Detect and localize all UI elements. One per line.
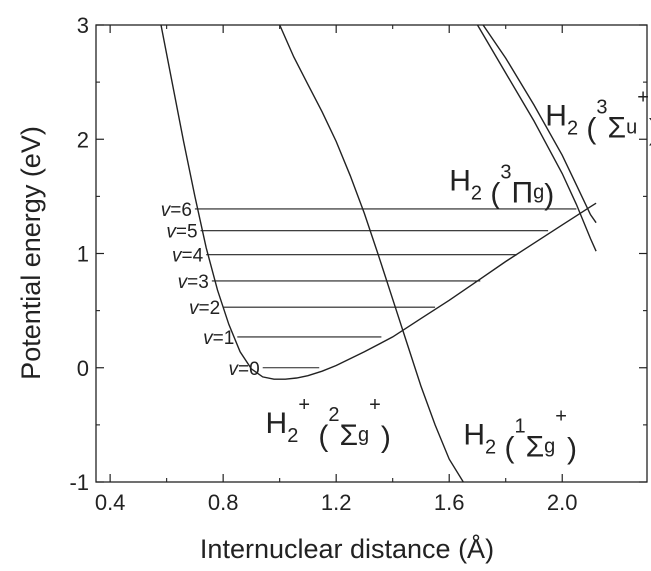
vibrational-level-label: v=3: [178, 272, 209, 293]
vibrational-level-label: v=4: [172, 246, 204, 267]
y-tick-label: 0: [77, 356, 89, 381]
x-axis-title: Internuclear distance (Å): [200, 533, 494, 564]
y-tick-label: -1: [69, 470, 89, 495]
plot-content: [160, 25, 597, 482]
x-tick-label: 1.6: [434, 490, 465, 515]
y-tick-label: 2: [77, 127, 89, 152]
x-tick-label: 0.8: [208, 490, 239, 515]
x-tick-label: 0.4: [95, 490, 126, 515]
curve-series-0: [160, 25, 597, 380]
state-annotation: H2+ (2Σg+): [266, 394, 391, 454]
y-tick-label: 1: [77, 242, 89, 267]
x-tick-label: 2.0: [547, 490, 578, 515]
curve-series-1: [279, 25, 464, 482]
vibrational-level-label: v=6: [161, 200, 192, 221]
y-tick-label: 3: [77, 13, 89, 38]
state-annotation: H2 (3Πg): [449, 162, 554, 212]
vibrational-level-label: v=5: [166, 222, 197, 243]
x-tick-label: 1.2: [321, 490, 352, 515]
state-annotation: H2 (1Σg+): [463, 405, 577, 465]
vibrational-level-label: v=0: [229, 359, 260, 380]
vibrational-level-label: v=2: [189, 298, 220, 319]
state-annotation: H2 (3Σu+): [545, 87, 651, 147]
vibrational-level-label: v=1: [203, 328, 234, 349]
curve-series-2: [482, 25, 597, 224]
curve-series-3: [476, 25, 597, 252]
y-axis-title: Potential energy (eV): [16, 126, 46, 380]
axes-layer: [95, 24, 648, 483]
